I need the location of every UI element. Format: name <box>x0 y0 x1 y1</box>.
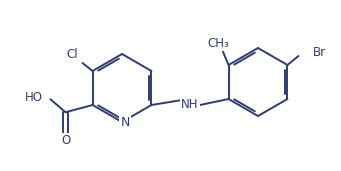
Text: HO: HO <box>25 91 43 104</box>
Text: Br: Br <box>312 45 326 58</box>
Text: CH₃: CH₃ <box>208 37 229 50</box>
Text: Cl: Cl <box>67 49 78 62</box>
Text: N: N <box>120 115 130 128</box>
Text: NH: NH <box>181 97 199 110</box>
Text: O: O <box>61 134 70 147</box>
